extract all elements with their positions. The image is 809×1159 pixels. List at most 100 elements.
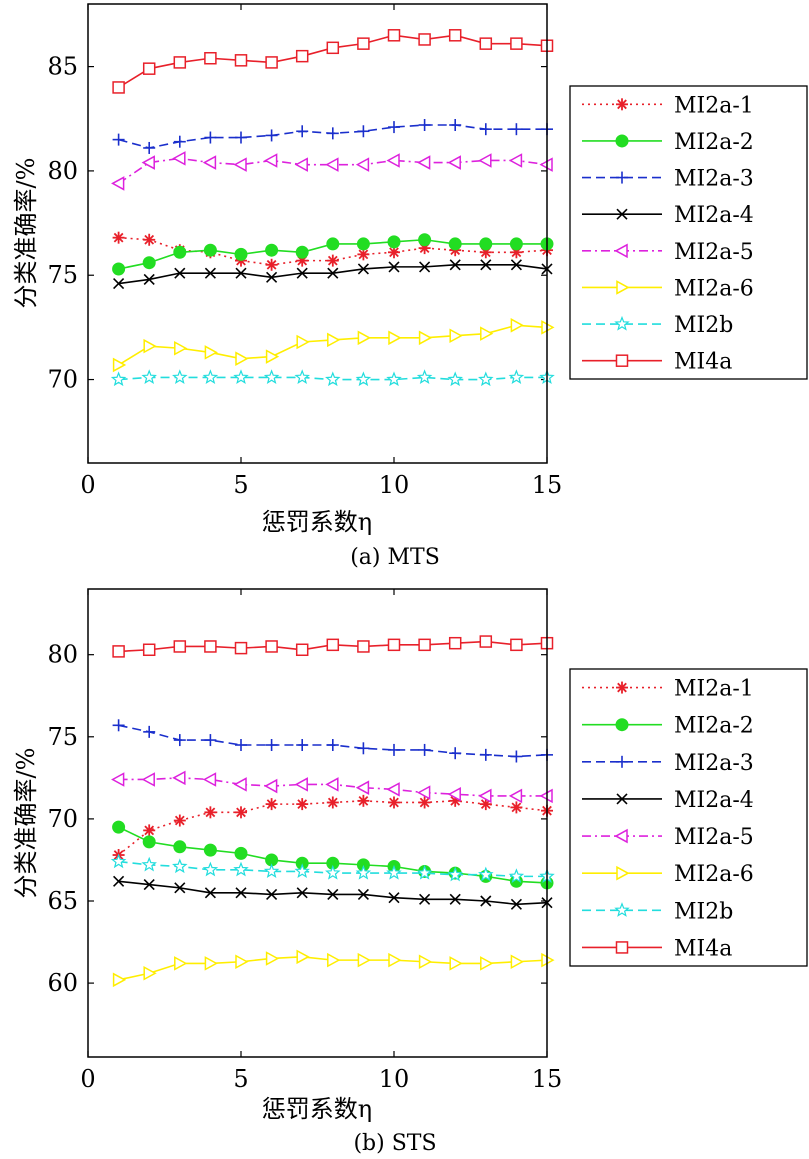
data-point: [325, 777, 339, 792]
data-point: [204, 131, 217, 144]
data-point: [111, 772, 125, 787]
data-point: [419, 261, 431, 273]
data-point: [235, 739, 247, 751]
data-point: [263, 863, 280, 879]
data-point: [143, 879, 155, 891]
legend-b: MI2a-1 MI2a-2 MI2a-3 MI2a-4 MI2a-5 MI2a-6 MI2b…: [569, 668, 808, 967]
data-point: [510, 318, 524, 333]
data-point: [143, 965, 157, 981]
legend-marker: [616, 208, 628, 220]
data-point: [204, 345, 218, 360]
data-point: [172, 369, 188, 385]
legend-marker: [615, 941, 629, 954]
data-point: [510, 750, 523, 763]
data-point: [418, 330, 433, 346]
data-point: [233, 157, 247, 172]
data-point: [449, 119, 462, 132]
data-point: [388, 246, 400, 259]
data-point: [143, 824, 156, 837]
data-point: [112, 820, 126, 834]
data-point: [418, 233, 432, 247]
data-point: [234, 54, 248, 67]
data-point: [264, 153, 278, 168]
data-point: [478, 371, 494, 387]
plot-frame-a: [87, 3, 548, 464]
data-point: [141, 155, 155, 170]
data-point: [417, 155, 431, 170]
data-point: [418, 119, 431, 132]
data-point: [233, 777, 247, 792]
data-point: [326, 237, 340, 251]
data-point: [173, 56, 187, 69]
data-point: [265, 739, 278, 751]
y-tick-label: 85: [47, 53, 78, 81]
series-mi4a: [112, 29, 554, 94]
data-point: [327, 332, 341, 348]
panel-a: 0 5 10 15 70 75 80 85 惩罚系数η 分类准确率/% (a) MTS MI2…: [12, 3, 808, 570]
series-mi2a-4: [113, 875, 553, 910]
data-point: [265, 129, 278, 142]
data-point: [235, 806, 247, 819]
data-point: [265, 798, 278, 811]
x-tick-label: 0: [80, 471, 95, 499]
data-point: [325, 864, 341, 880]
x-tick-label: 10: [379, 471, 410, 499]
data-point: [202, 772, 217, 787]
data-point: [112, 972, 127, 988]
data-point: [357, 330, 371, 346]
data-point: [235, 351, 249, 366]
data-point: [510, 259, 522, 271]
data-point: [141, 772, 155, 787]
data-point: [479, 37, 493, 50]
data-point: [143, 141, 156, 154]
data-point: [266, 271, 278, 283]
data-point: [449, 893, 461, 905]
data-point: [388, 261, 400, 273]
data-point: [356, 237, 370, 251]
data-point: [449, 956, 463, 971]
data-point: [510, 898, 522, 910]
data-point: [294, 777, 308, 792]
data-point: [264, 778, 278, 794]
data-point: [112, 81, 125, 94]
data-point: [235, 954, 249, 970]
data-point: [143, 233, 156, 246]
data-point: [508, 153, 523, 168]
legend-marker: [615, 354, 629, 367]
data-point: [448, 237, 462, 251]
data-point: [173, 135, 186, 148]
data-point: [448, 29, 462, 42]
data-point: [416, 369, 433, 385]
data-point: [174, 340, 188, 356]
data-point: [508, 788, 523, 804]
data-point: [327, 952, 341, 968]
data-point: [327, 888, 339, 900]
data-point: [480, 259, 492, 271]
x-tick-label: 5: [233, 471, 248, 499]
legend-label: MI2a-5: [674, 825, 754, 850]
data-point: [233, 369, 249, 385]
panel-b: 0 5 10 15 60 65 70 75 80 惩罚系数η 分类准确率/% (b) STS M…: [12, 588, 808, 1156]
series-mi2a-6: [112, 318, 555, 373]
data-point: [294, 157, 308, 172]
data-point: [202, 369, 219, 385]
legend-entry: MI2b: [582, 313, 733, 338]
x-tick-label: 15: [532, 471, 563, 499]
data-point: [265, 258, 278, 271]
data-point: [357, 952, 371, 968]
data-point: [143, 273, 155, 285]
data-point: [265, 951, 280, 966]
data-point: [449, 259, 461, 271]
legend-label: MI2a-6: [674, 862, 754, 887]
data-point: [204, 887, 216, 899]
data-point: [478, 866, 494, 882]
series-mi2a-3: [112, 719, 553, 763]
data-point: [295, 245, 309, 259]
data-point: [325, 371, 341, 387]
legend-label: MI2a-5: [674, 240, 754, 265]
data-point: [234, 247, 248, 261]
legend-label: MI2a-1: [674, 93, 754, 118]
data-point: [173, 840, 187, 854]
data-point: [479, 123, 492, 136]
legend-label: MI2a-4: [674, 788, 754, 813]
